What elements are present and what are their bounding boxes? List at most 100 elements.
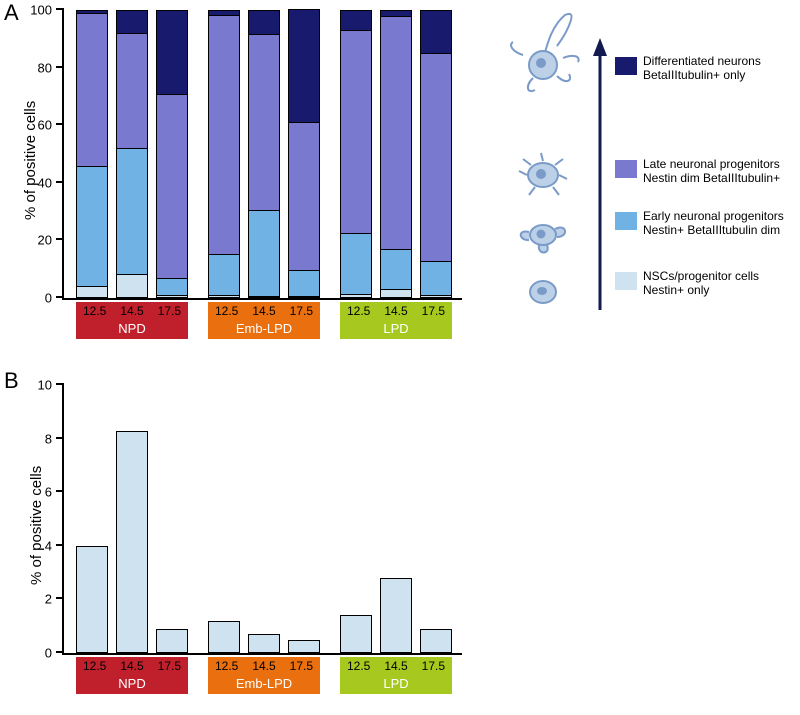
panel-a-label: A [4,0,19,26]
chart-b-y-ticks [56,385,64,653]
bar-group: 12.514.517.5LPD [340,385,452,653]
y-tick-label: 80 [38,60,52,75]
bar-segment [116,33,148,148]
time-label: 12.5 [208,659,245,673]
bar [340,10,372,298]
time-label: 17.5 [283,304,320,318]
bar-segment [76,166,108,287]
bar [248,634,280,653]
bar-segment [156,10,188,94]
bar-segment [288,122,320,270]
time-label: 14.5 [377,304,414,318]
bar [208,621,240,653]
y-tick-label: 60 [38,118,52,133]
y-tick-label: 6 [45,485,52,500]
time-label: 14.5 [245,304,282,318]
legend-items: Differentiated neuronsBetaIIItubulin+ on… [615,54,784,297]
time-label: 17.5 [283,659,320,673]
bar-segment [420,295,452,298]
early-progenitor-icon [521,225,565,253]
panel-b: B % of positive cells 12.514.517.5NPD12.… [0,370,800,710]
chart-a-y-axis-label: % of positive cells [22,101,39,220]
bar-group: 12.514.517.5NPD [76,385,188,653]
bar-segment [288,270,320,296]
bar-group: 12.514.517.5NPD [76,10,188,298]
y-tick-label: 20 [38,233,52,248]
bar [288,640,320,653]
bar-group: 12.514.517.5LPD [340,10,452,298]
chart-b-bars-area: 12.514.517.5NPD12.514.517.5Emb-LPD12.514… [64,385,462,653]
time-label: 17.5 [415,659,452,673]
bar-segment [288,640,320,653]
bar [116,10,148,298]
y-tick [56,66,64,68]
group-name: Emb-LPD [208,674,320,694]
bar-segment [208,621,240,653]
time-row: 12.514.517.5 [340,302,452,319]
chart-b: % of positive cells 12.514.517.5NPD12.51… [62,385,462,655]
bar-segment [288,296,320,298]
bar [420,629,452,653]
bar-segment [116,274,148,298]
group-name: NPD [76,674,188,694]
bar-segment [156,278,188,295]
legend-arrow-icon [593,38,607,310]
bar-segment [420,261,452,296]
bar-segment [76,286,108,298]
bar [248,10,280,298]
group-label-band: 12.514.517.5NPD [76,657,188,694]
group-name: LPD [340,319,452,339]
bar-segment [340,10,372,30]
y-tick [56,490,64,492]
group-name: NPD [76,319,188,339]
bar-segment [76,546,108,653]
y-tick [56,597,64,599]
panel-b-label: B [4,368,19,394]
bar-segment [340,233,372,293]
bar-segment [340,30,372,233]
bar [116,431,148,653]
time-label: 12.5 [76,659,113,673]
legend-label: Late neuronal progenitors [643,157,780,171]
y-tick [56,651,64,653]
bar-segment [208,254,240,294]
legend-label: NSCs/progenitor cells [643,269,759,283]
time-label: 12.5 [208,304,245,318]
bar-segment [248,296,280,298]
group-label-band: 12.514.517.5Emb-LPD [208,657,320,694]
y-tick-label: 10 [38,378,52,393]
time-label: 12.5 [340,304,377,318]
late-progenitor-icon [519,153,567,195]
nsc-icon [530,281,556,303]
time-label: 14.5 [113,659,150,673]
bar-segment [420,53,452,260]
y-tick [56,238,64,240]
bar-segment [420,10,452,53]
legend-label: BetaIIItubulin+ only [643,68,745,82]
time-label: 17.5 [151,659,188,673]
time-row: 12.514.517.5 [340,657,452,674]
group-label-band: 12.514.517.5LPD [340,302,452,339]
legend: Differentiated neuronsBetaIIItubulin+ on… [495,10,790,340]
chart-a-y-ticks [56,10,64,298]
bar-segment [248,634,280,653]
legend-swatch [615,57,637,75]
bar-segment [340,615,372,653]
bar [76,10,108,298]
bar-segment [380,249,412,289]
y-tick [56,181,64,183]
y-tick-label: 0 [45,646,52,661]
bar-segment [380,16,412,249]
bar [208,10,240,298]
legend-svg: Differentiated neuronsBetaIIItubulin+ on… [495,10,790,340]
bar-segment [116,10,148,33]
bar-segment [248,10,280,34]
y-tick-label: 100 [30,3,52,18]
legend-swatch [615,160,637,178]
bar-segment [156,94,188,278]
bar-segment [340,294,372,298]
bar [420,10,452,298]
bar [380,10,412,298]
legend-label: Nestin+ BetaIIItubulin dim [643,223,780,237]
bar-segment [380,289,412,298]
